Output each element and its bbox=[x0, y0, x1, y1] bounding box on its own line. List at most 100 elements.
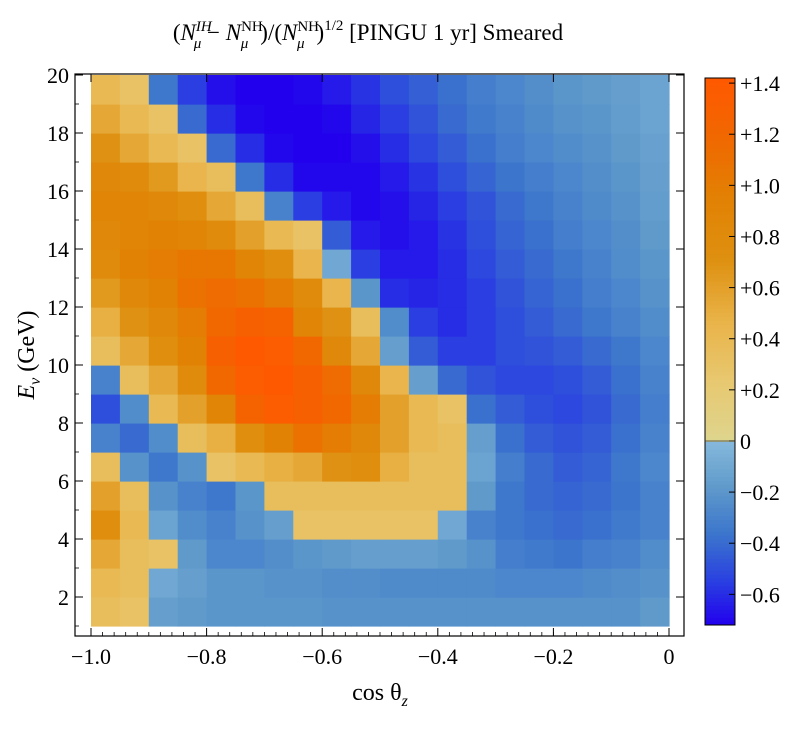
heatmap-cell bbox=[437, 597, 468, 627]
colorbar-tick-label: +0.2 bbox=[740, 378, 780, 403]
heatmap-cell bbox=[351, 336, 381, 366]
heatmap-cell bbox=[553, 162, 583, 192]
heatmap-cell bbox=[466, 568, 497, 598]
chart-title: (NIH μ − NNH μ)/(NNH μ)1/2 [PINGU 1 yr] Sme… bbox=[173, 18, 564, 52]
heatmap-cell bbox=[466, 278, 497, 308]
heatmap-cell bbox=[293, 510, 323, 540]
heatmap-cell bbox=[351, 133, 381, 163]
heatmap-cell bbox=[495, 249, 526, 279]
heatmap-cell bbox=[351, 510, 381, 540]
heatmap-cell bbox=[91, 365, 121, 395]
heatmap-cell bbox=[380, 249, 410, 279]
colorbar-swatch bbox=[705, 222, 735, 227]
heatmap-cell bbox=[466, 191, 497, 221]
colorbar-swatch bbox=[705, 371, 735, 376]
heatmap-cell bbox=[264, 278, 294, 308]
heatmap-cell bbox=[380, 278, 410, 308]
heatmap-cell bbox=[206, 423, 237, 453]
heatmap-cell bbox=[437, 481, 468, 511]
heatmap-cell bbox=[235, 365, 265, 395]
plot-frame bbox=[74, 73, 685, 637]
colorbar-swatch bbox=[705, 171, 735, 177]
heatmap-cell bbox=[408, 568, 439, 598]
heatmap-cell bbox=[495, 394, 526, 424]
colorbar-swatch bbox=[705, 527, 735, 532]
heatmap-cell bbox=[640, 365, 670, 395]
heatmap-cell bbox=[437, 104, 468, 134]
heatmap-cell bbox=[466, 307, 497, 337]
heatmap-cell bbox=[553, 220, 583, 250]
heatmap-cell bbox=[582, 452, 612, 482]
colorbar-swatch bbox=[705, 355, 735, 360]
heatmap-cell bbox=[437, 452, 468, 482]
heatmap-cell bbox=[322, 423, 352, 453]
colorbar-swatch bbox=[705, 464, 735, 470]
colorbar-swatch bbox=[705, 281, 735, 286]
colorbar-swatch bbox=[705, 175, 735, 181]
heatmap-cell bbox=[408, 75, 439, 105]
colorbar-swatch bbox=[705, 484, 735, 489]
colorbar-swatch bbox=[705, 140, 735, 145]
heatmap-cell bbox=[495, 539, 526, 569]
heatmap-cell bbox=[322, 278, 352, 308]
colorbar-swatch bbox=[705, 597, 735, 603]
colorbar-swatch bbox=[705, 249, 735, 255]
colorbar-swatch bbox=[705, 374, 735, 380]
heatmap-cell bbox=[408, 336, 439, 366]
heatmap-cell bbox=[264, 568, 294, 598]
colorbar-swatch bbox=[705, 515, 735, 521]
heatmap-cell bbox=[148, 191, 179, 221]
colorbar-swatch bbox=[705, 89, 735, 95]
colorbar-swatch bbox=[705, 331, 735, 337]
heatmap-cell bbox=[380, 75, 410, 105]
heatmap-cell bbox=[495, 336, 526, 366]
colorbar-swatch bbox=[705, 132, 735, 138]
colorbar-swatch bbox=[705, 460, 735, 466]
colorbar-swatch bbox=[705, 85, 735, 91]
heatmap-cell bbox=[91, 191, 121, 221]
heatmap-cell bbox=[206, 191, 237, 221]
heatmap-cell bbox=[351, 481, 381, 511]
heatmap-cell bbox=[322, 336, 352, 366]
heatmap-cell bbox=[495, 191, 526, 221]
heatmap-cell bbox=[437, 249, 468, 279]
colorbar-swatch bbox=[705, 78, 735, 83]
heatmap-cell bbox=[466, 597, 497, 627]
heatmap-cell bbox=[148, 597, 179, 627]
colorbar-swatch bbox=[705, 324, 735, 329]
colorbar-swatch bbox=[705, 163, 735, 169]
heatmap-cell bbox=[91, 336, 121, 366]
heatmap-cell bbox=[264, 452, 294, 482]
heatmap-cell bbox=[119, 568, 150, 598]
colorbar-tick-label: +1.4 bbox=[740, 71, 780, 96]
heatmap-cell bbox=[351, 220, 381, 250]
heatmap-cell bbox=[322, 597, 352, 627]
heatmap-cell bbox=[119, 510, 150, 540]
colorbar-swatch bbox=[705, 480, 735, 485]
heatmap-cell bbox=[524, 365, 554, 395]
heatmap-cell bbox=[148, 220, 179, 250]
heatmap-cell bbox=[380, 365, 410, 395]
colorbar-swatch bbox=[705, 253, 735, 259]
colorbar-swatch bbox=[705, 152, 735, 157]
colorbar-swatch bbox=[705, 562, 735, 567]
heatmap-cell bbox=[206, 336, 237, 366]
heatmap-cell bbox=[235, 191, 265, 221]
heatmap-cell bbox=[293, 307, 323, 337]
colorbar-swatch bbox=[705, 156, 735, 161]
colorbar-swatch bbox=[705, 445, 735, 450]
heatmap-cell bbox=[524, 75, 554, 105]
colorbar-swatch bbox=[705, 468, 735, 474]
heatmap-cell bbox=[91, 394, 121, 424]
colorbar-swatch bbox=[705, 605, 735, 610]
heatmap-cell bbox=[177, 307, 208, 337]
colorbar-swatch bbox=[705, 417, 735, 423]
heatmap-cell bbox=[351, 365, 381, 395]
heatmap-cell bbox=[495, 568, 526, 598]
heatmap-cell bbox=[553, 481, 583, 511]
colorbar-swatch bbox=[705, 97, 735, 102]
heatmap-cell bbox=[437, 220, 468, 250]
heatmap-cell bbox=[119, 307, 150, 337]
heatmap-cell bbox=[495, 220, 526, 250]
colorbar-swatch bbox=[705, 257, 735, 263]
